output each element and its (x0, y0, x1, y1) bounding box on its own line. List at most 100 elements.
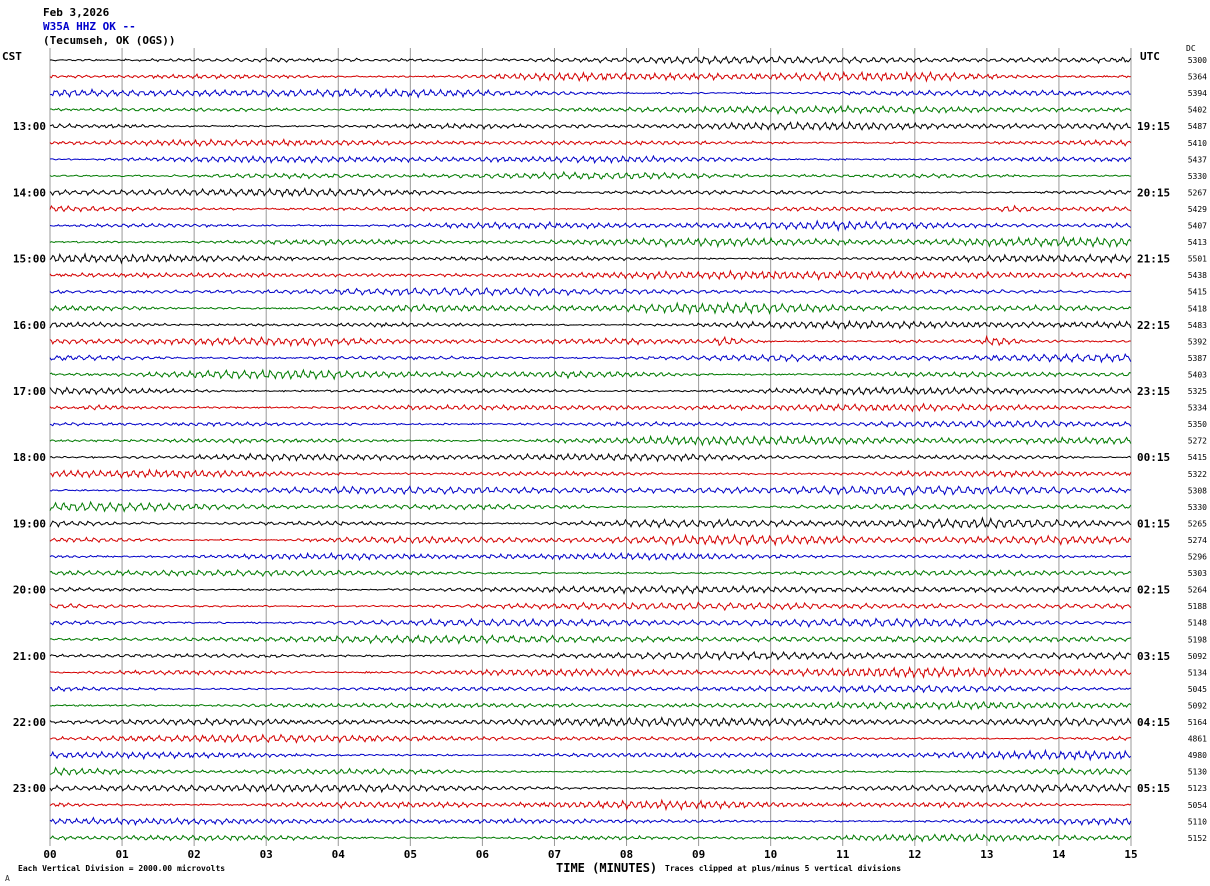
cst-hour-label-18-00: 18:00 (13, 451, 46, 464)
x-tick-label-02: 02 (188, 848, 201, 861)
trace-row-15-30 (49, 286, 1131, 297)
dc-value-label: 5264 (1188, 586, 1207, 595)
dc-value-label: 5394 (1188, 89, 1207, 98)
trace-row-17-00 (49, 385, 1132, 396)
dc-value-label: 5364 (1188, 73, 1207, 82)
trace-row-19-15 (49, 533, 1132, 547)
trace-row-16-45 (49, 368, 1131, 381)
trace-row-16-30 (49, 352, 1132, 364)
trace-row-18-45 (49, 500, 1132, 513)
trace-row-13-00 (49, 120, 1131, 132)
dc-value-label: 4980 (1188, 751, 1207, 760)
utc-hour-label-00-15: 00:15 (1137, 451, 1170, 464)
x-tick-label-07: 07 (548, 848, 561, 861)
trace-row-22-00 (49, 716, 1132, 728)
trace-row-19-00 (49, 516, 1132, 530)
x-tick-label-15: 15 (1124, 848, 1137, 861)
x-tick-label-08: 08 (620, 848, 633, 861)
scale-note: Each Vertical Division = 2000.00 microvo… (18, 864, 226, 873)
cst-hour-label-17-00: 17:00 (13, 385, 46, 398)
trace-row-21-15 (49, 665, 1132, 679)
trace-row-20-15 (49, 601, 1132, 612)
dc-value-label: 5429 (1188, 205, 1207, 214)
x-tick-label-11: 11 (836, 848, 850, 861)
trace-row-18-15 (49, 468, 1132, 479)
dc-value-label: 5501 (1188, 255, 1207, 264)
dc-value-label: 4861 (1188, 735, 1207, 744)
dc-value-label: 5438 (1188, 271, 1207, 280)
dc-value-label: 5054 (1188, 801, 1207, 810)
utc-hour-label-20-15: 20:15 (1137, 186, 1170, 199)
cst-hour-label-22-00: 22:00 (13, 716, 46, 729)
trace-row-22-30 (49, 748, 1132, 762)
trace-row-12-30 (49, 87, 1131, 99)
dc-value-label: 5164 (1188, 718, 1207, 727)
trace-row-14-30 (49, 219, 1132, 232)
trace-row-15-00 (49, 252, 1132, 265)
dc-value-label: 5130 (1188, 768, 1207, 777)
utc-hour-label-19-15: 19:15 (1137, 120, 1170, 133)
x-axis-title: TIME (MINUTES) (556, 861, 658, 875)
date-label: Feb 3,2026 (43, 6, 110, 19)
utc-hour-label-02-15: 02:15 (1137, 584, 1170, 597)
x-tick-label-14: 14 (1052, 848, 1066, 861)
trace-row-21-45 (49, 699, 1132, 711)
dc-value-label: 5415 (1188, 453, 1207, 462)
dc-value-label: 5300 (1188, 56, 1207, 65)
x-tick-label-06: 06 (476, 848, 490, 861)
plot-header: Feb 3,2026 W35A HHZ OK -- (Tecumseh, OK … (43, 6, 175, 48)
trace-row-20-00 (49, 584, 1131, 596)
dc-value-label: 5303 (1188, 569, 1207, 578)
trace-row-15-45 (49, 301, 1132, 316)
dc-value-label: 5410 (1188, 139, 1207, 148)
cst-hour-label-21-00: 21:00 (13, 650, 46, 663)
dc-column-header: DC (1186, 44, 1196, 53)
dc-value-label: 5437 (1188, 155, 1207, 164)
trace-row-19-30 (49, 551, 1131, 562)
trace-row-12-15 (49, 70, 1131, 83)
dc-value-label: 5334 (1188, 404, 1207, 413)
trace-row-20-30 (49, 617, 1132, 629)
dc-value-label: 5483 (1188, 321, 1207, 330)
dc-value-label: 5123 (1188, 784, 1207, 793)
corner-mark: A (5, 874, 10, 883)
location-label: (Tecumseh, OK (OGS)) (43, 34, 176, 47)
dc-value-label: 5413 (1188, 238, 1207, 247)
dc-value-label: 5092 (1188, 652, 1207, 661)
dc-value-label: 5198 (1188, 635, 1207, 644)
trace-row-23-15 (49, 798, 1131, 812)
cst-hour-label-15-00: 15:00 (13, 253, 46, 266)
trace-row-13-15 (49, 138, 1132, 148)
x-tick-label-01: 01 (115, 848, 129, 861)
dc-value-label: 5045 (1188, 685, 1207, 694)
trace-row-17-45 (49, 434, 1132, 447)
trace-row-20-45 (49, 634, 1131, 645)
trace-row-22-45 (49, 766, 1132, 777)
dc-value-label: 5350 (1188, 420, 1207, 429)
trace-row-19-45 (49, 569, 1132, 578)
dc-value-label: 5407 (1188, 222, 1207, 231)
dc-value-label: 5325 (1188, 387, 1207, 396)
dc-value-label: 5148 (1188, 619, 1207, 628)
dc-value-label: 5110 (1188, 817, 1207, 826)
dc-value-label: 5296 (1188, 553, 1207, 562)
dc-value-label: 5387 (1188, 354, 1207, 363)
dc-value-label: 5274 (1188, 536, 1207, 545)
trace-row-18-00 (49, 452, 1132, 463)
dc-value-label: 5092 (1188, 701, 1207, 710)
dc-value-label: 5415 (1188, 288, 1207, 297)
trace-row-12-45 (50, 104, 1132, 116)
dc-value-label: 5272 (1188, 437, 1207, 446)
trace-row-18-30 (49, 485, 1131, 497)
trace-row-17-30 (49, 419, 1132, 428)
trace-row-21-00 (49, 650, 1131, 662)
utc-hour-label-01-15: 01:15 (1137, 517, 1170, 530)
trace-row-21-30 (49, 684, 1131, 694)
dc-value-label: 5265 (1188, 519, 1207, 528)
cst-hour-label-20-00: 20:00 (13, 584, 46, 597)
dc-value-label: 5487 (1188, 122, 1207, 131)
dc-value-label: 5308 (1188, 486, 1207, 495)
dc-value-label: 5403 (1188, 370, 1207, 379)
